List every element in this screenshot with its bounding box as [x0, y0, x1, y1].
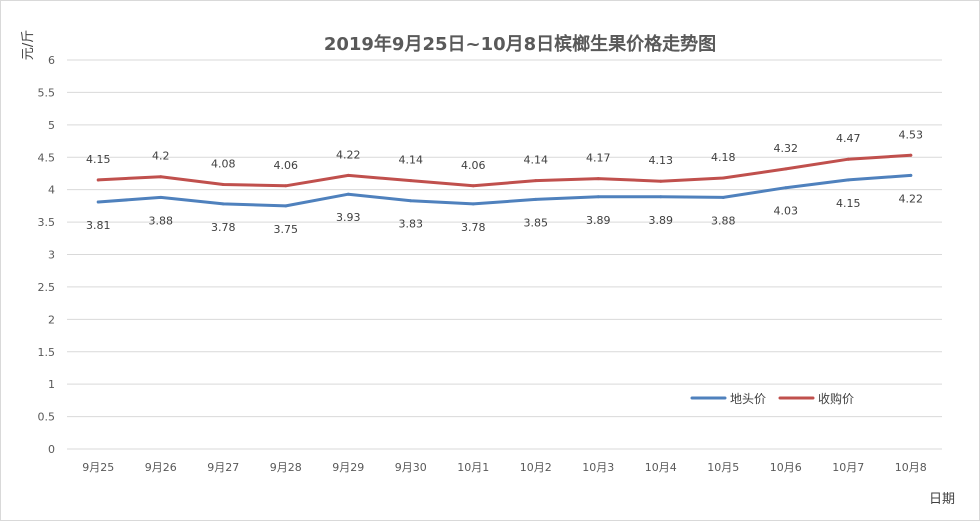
data-label: 4.22: [336, 148, 361, 161]
x-tick-label: 9月26: [145, 461, 177, 474]
x-tick-label: 10月8: [895, 461, 927, 474]
x-tick-label: 10月1: [457, 461, 489, 474]
x-tick-label: 10月6: [770, 461, 802, 474]
y-tick-label: 3.5: [38, 216, 56, 229]
x-tick-label: 9月29: [332, 461, 364, 474]
data-point: [346, 192, 350, 196]
data-point: [846, 157, 850, 161]
data-point: [784, 167, 788, 171]
data-label: 4.14: [399, 154, 424, 167]
y-tick-label: 1.5: [38, 346, 56, 359]
data-point: [159, 175, 163, 179]
y-tick-label: 6: [48, 54, 55, 67]
chart-title: 2019年9月25日~10月8日槟榔生果价格走势图: [324, 33, 716, 55]
data-point: [534, 179, 538, 183]
x-axis-label: 日期: [929, 492, 955, 507]
data-label: 3.78: [211, 221, 236, 234]
x-axis-ticks: 9月25 9月26 9月27 9月28 9月29 9月30 10月1 10月2 10月3 10月4…: [82, 461, 927, 474]
y-tick-label: 5: [48, 119, 55, 132]
legend-label: 收购价: [818, 391, 854, 406]
series-lines: [96, 153, 913, 208]
data-label: 3.85: [524, 216, 549, 229]
legend-label: 地头价: [730, 392, 766, 406]
data-label: 4.13: [649, 154, 674, 167]
y-tick-label: 2.5: [38, 281, 56, 294]
y-tick-label: 3: [48, 249, 55, 262]
y-tick-label: 2: [48, 313, 55, 326]
data-point: [596, 177, 600, 181]
data-label: 4.2: [152, 150, 170, 163]
data-point: [659, 179, 663, 183]
data-label: 3.81: [86, 219, 111, 232]
data-label: 4.53: [899, 128, 924, 141]
data-label: 4.17: [586, 152, 611, 165]
gridlines: [67, 59, 942, 450]
data-point: [471, 184, 475, 188]
data-point: [346, 173, 350, 177]
y-tick-label: 0: [48, 443, 55, 456]
data-labels: 3.81 3.88 3.78 3.75 3.93 3.83 3.78 3.85 3.89 3.89…: [86, 128, 923, 236]
x-tick-label: 10月3: [582, 461, 614, 474]
data-label: 3.88: [711, 214, 736, 227]
y-axis-ticks: 0 0.5 1 1.5 2 2.5 3 3.5 4 4.5 5 5.5 6: [38, 54, 56, 456]
x-tick-label: 10月7: [832, 461, 864, 474]
data-point: [784, 186, 788, 190]
y-tick-label: 5.5: [38, 86, 56, 99]
data-point: [659, 195, 663, 199]
data-label: 3.89: [586, 214, 611, 227]
data-point: [909, 153, 913, 157]
data-label: 4.08: [211, 157, 236, 170]
series-line: [96, 153, 913, 188]
data-point: [221, 182, 225, 186]
data-label: 4.06: [461, 159, 486, 172]
data-point: [409, 199, 413, 203]
data-label: 3.75: [274, 223, 299, 236]
data-label: 4.03: [774, 205, 799, 218]
data-label: 4.18: [711, 151, 736, 164]
x-tick-label: 10月4: [645, 461, 677, 474]
y-axis-label: 元/斤: [21, 30, 36, 60]
data-point: [846, 178, 850, 182]
series-line: [96, 173, 913, 208]
data-label: 3.89: [649, 214, 674, 227]
data-label: 3.93: [336, 211, 361, 224]
x-tick-label: 10月2: [520, 461, 552, 474]
data-label: 3.78: [461, 221, 486, 234]
x-tick-label: 9月25: [82, 461, 114, 474]
y-tick-label: 4: [48, 184, 55, 197]
data-label: 4.15: [86, 153, 111, 166]
data-point: [534, 197, 538, 201]
x-tick-label: 9月30: [395, 461, 427, 474]
data-point: [721, 176, 725, 180]
data-point: [96, 178, 100, 182]
data-point: [596, 195, 600, 199]
data-label: 4.47: [836, 132, 861, 145]
data-label: 3.83: [399, 218, 424, 231]
data-point: [909, 173, 913, 177]
y-tick-label: 1: [48, 378, 55, 391]
data-point: [96, 200, 100, 204]
data-point: [471, 202, 475, 206]
x-tick-label: 9月28: [270, 461, 302, 474]
data-label: 4.06: [274, 159, 299, 172]
data-label: 4.15: [836, 197, 861, 210]
data-point: [284, 184, 288, 188]
data-label: 4.14: [524, 154, 549, 167]
data-label: 3.88: [149, 214, 174, 227]
data-point: [721, 195, 725, 199]
data-point: [159, 195, 163, 199]
data-point: [284, 204, 288, 208]
x-tick-label: 9月27: [207, 461, 239, 474]
x-tick-label: 10月5: [707, 461, 739, 474]
data-point: [409, 179, 413, 183]
y-tick-label: 4.5: [38, 151, 56, 164]
data-label: 4.32: [774, 142, 799, 155]
y-tick-label: 0.5: [38, 411, 56, 424]
data-label: 4.22: [899, 192, 924, 205]
data-point: [221, 202, 225, 206]
legend: 地头价 收购价: [690, 391, 854, 406]
